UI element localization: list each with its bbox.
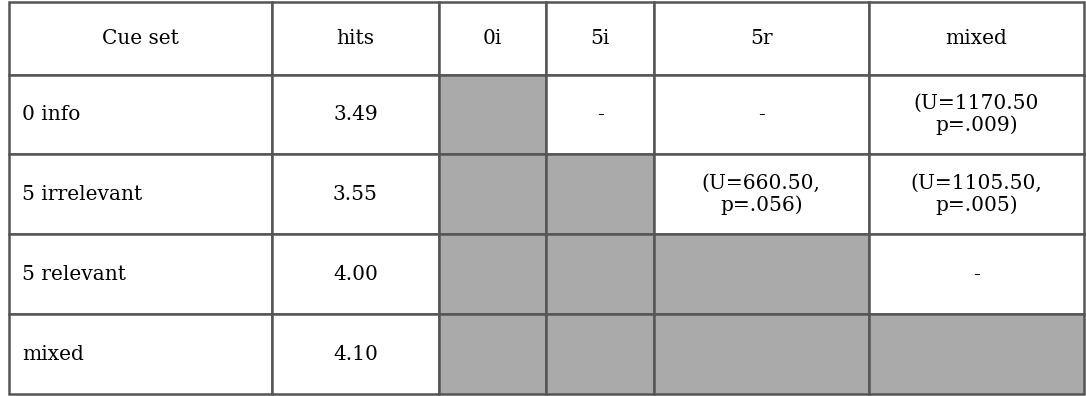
Bar <box>654 74 869 154</box>
Bar <box>869 154 1084 234</box>
Text: 5 relevant: 5 relevant <box>22 265 126 284</box>
Bar <box>654 234 869 314</box>
Bar <box>439 234 546 314</box>
Text: Cue set: Cue set <box>102 29 179 48</box>
Text: mixed: mixed <box>946 29 1007 48</box>
Bar <box>9 314 273 394</box>
Text: -: - <box>596 105 604 124</box>
Text: 5i: 5i <box>591 29 609 48</box>
Text: (U=1105.50,
p=.005): (U=1105.50, p=.005) <box>910 173 1043 215</box>
Bar <box>439 154 546 234</box>
Bar <box>654 314 869 394</box>
Text: mixed: mixed <box>22 345 84 364</box>
Text: (U=1170.50
p=.009): (U=1170.50 p=.009) <box>913 93 1039 135</box>
Bar <box>9 2 273 74</box>
Bar <box>869 2 1084 74</box>
Text: 4.00: 4.00 <box>333 265 378 284</box>
Bar <box>273 234 439 314</box>
Bar <box>546 234 654 314</box>
Bar <box>869 314 1084 394</box>
Text: 0 info: 0 info <box>22 105 80 124</box>
Bar <box>546 154 654 234</box>
Bar <box>9 74 273 154</box>
Text: 5r: 5r <box>750 29 772 48</box>
Bar <box>439 314 546 394</box>
Bar <box>546 314 654 394</box>
Bar <box>273 154 439 234</box>
Bar <box>273 74 439 154</box>
Text: hits: hits <box>337 29 375 48</box>
Text: 0i: 0i <box>483 29 502 48</box>
Text: (U=660.50,
p=.056): (U=660.50, p=.056) <box>702 173 821 215</box>
Bar <box>273 2 439 74</box>
Bar <box>9 154 273 234</box>
Bar <box>439 74 546 154</box>
Bar <box>869 74 1084 154</box>
Bar <box>9 234 273 314</box>
Text: 3.55: 3.55 <box>333 185 378 204</box>
Text: 4.10: 4.10 <box>333 345 378 364</box>
Bar <box>654 154 869 234</box>
Bar <box>869 234 1084 314</box>
Text: -: - <box>758 105 765 124</box>
Bar <box>273 314 439 394</box>
Bar <box>546 2 654 74</box>
Bar <box>546 74 654 154</box>
Text: 3.49: 3.49 <box>333 105 378 124</box>
Bar <box>654 2 869 74</box>
Bar <box>439 2 546 74</box>
Text: 5 irrelevant: 5 irrelevant <box>22 185 142 204</box>
Text: -: - <box>973 265 980 284</box>
